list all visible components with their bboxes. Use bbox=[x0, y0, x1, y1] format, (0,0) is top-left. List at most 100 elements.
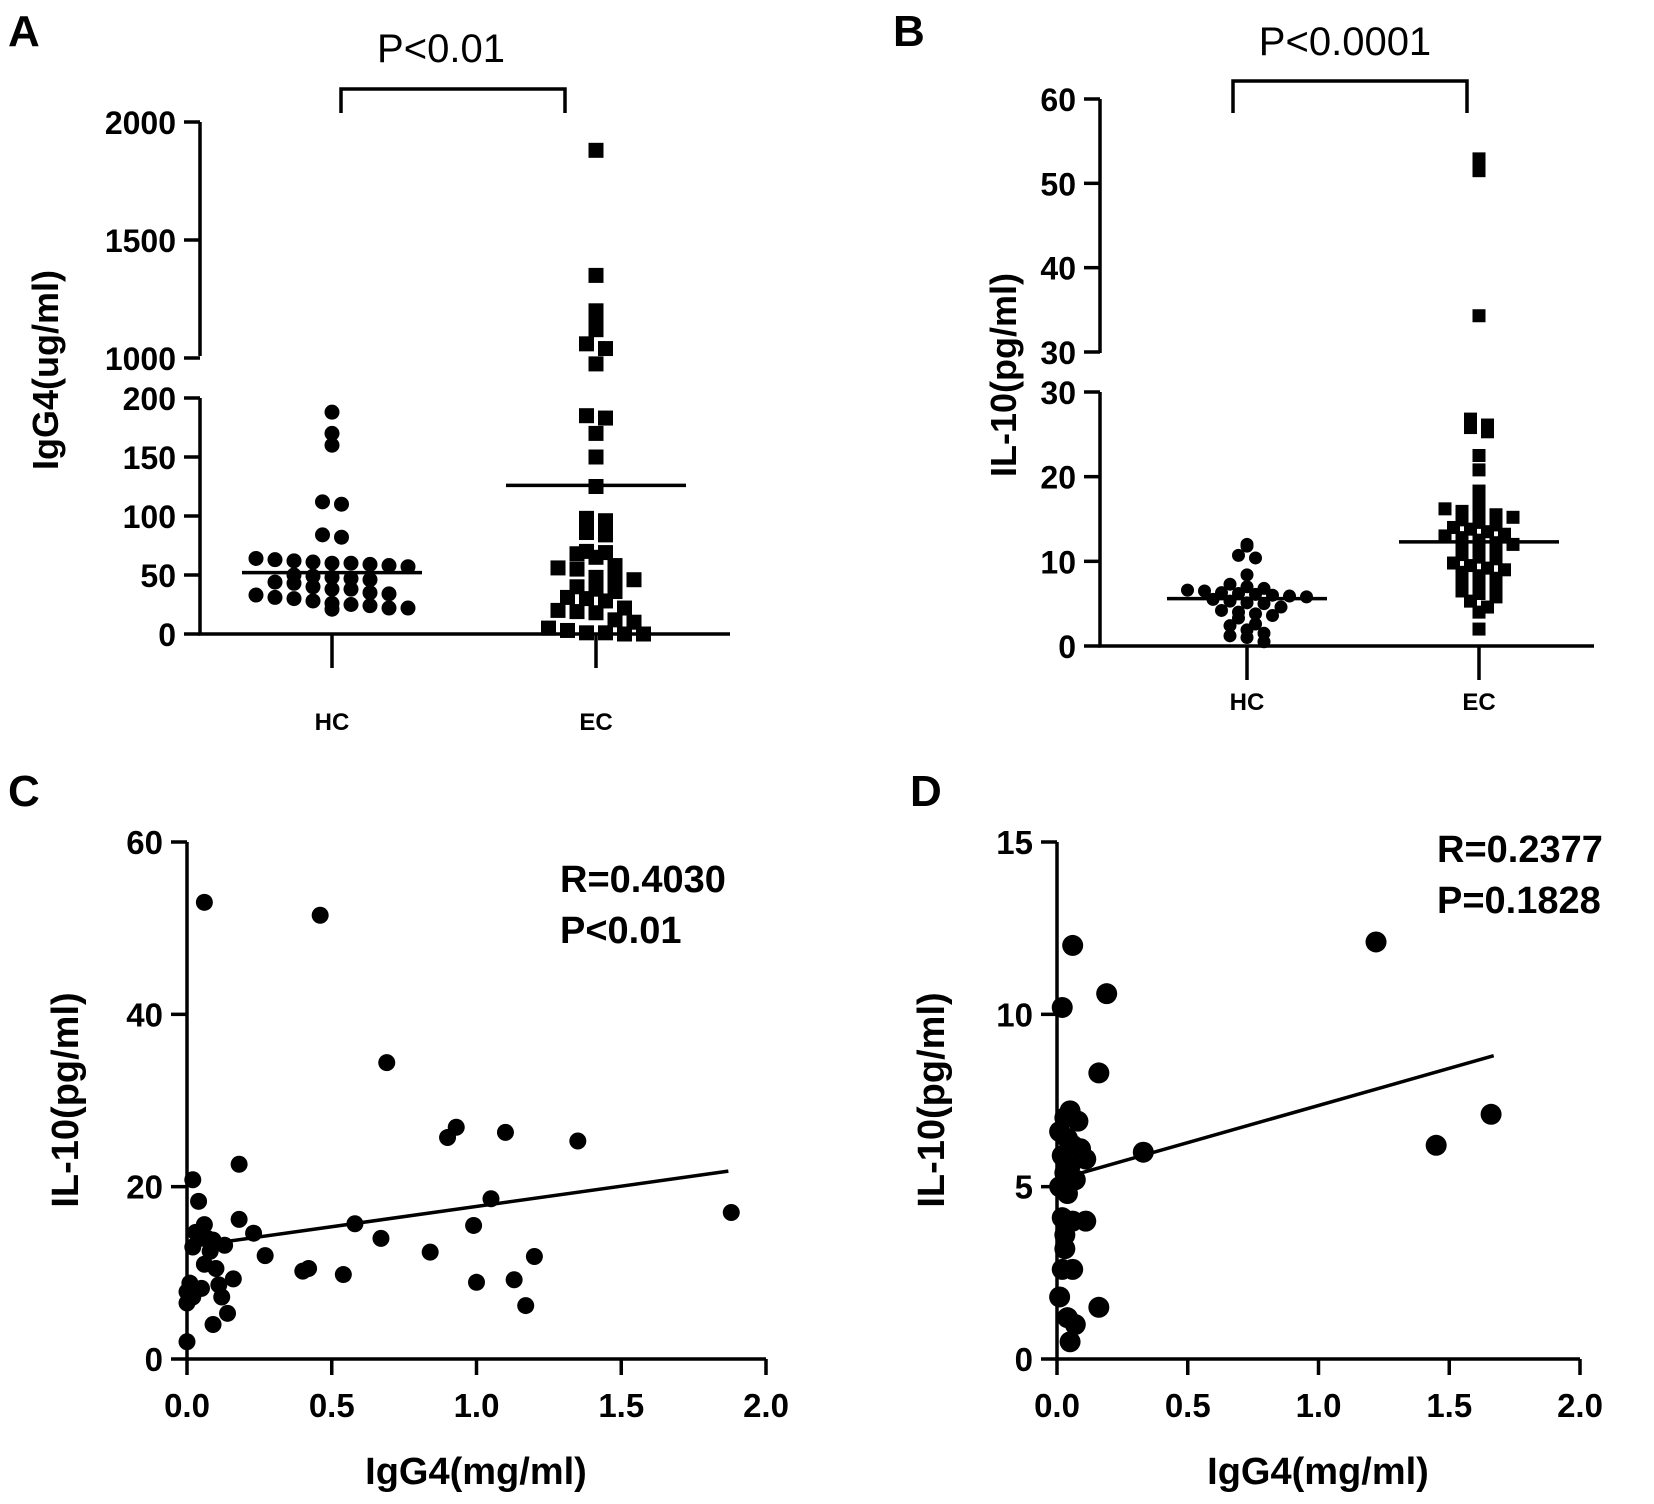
panel-b-y-ticks: 0 10 20 30 30 40 50 60 bbox=[1040, 82, 1100, 665]
point-ec-26 bbox=[626, 572, 642, 588]
y-tick-label-upper-40: 40 bbox=[1040, 251, 1076, 287]
point-ec-38 bbox=[626, 614, 642, 630]
point-ec-7 bbox=[1472, 449, 1486, 462]
point-hc-1 bbox=[324, 425, 340, 441]
point-hc-24 bbox=[324, 581, 340, 597]
point-ec-8 bbox=[579, 408, 594, 424]
point-ec-0 bbox=[588, 142, 604, 158]
point-ec-10 bbox=[588, 425, 604, 441]
point-46 bbox=[178, 1333, 196, 1351]
y-tick-label-150: 150 bbox=[123, 440, 176, 476]
panel-c-x-label: IgG4(mg/ml) bbox=[365, 1451, 587, 1493]
panel-a-y-ticks: 0 50 100 150 200 1000 1500 2000 bbox=[105, 105, 200, 653]
point-ec-33 bbox=[617, 600, 632, 616]
y-tick-label-20: 20 bbox=[1040, 460, 1076, 496]
point-ec-41 bbox=[1455, 574, 1469, 588]
panel-c: C 0.0 0.5 1.0 1.5 2.0 0 20 40 60 IgG4(mg/ml) IL-… bbox=[8, 767, 789, 1493]
point-hc-36 bbox=[400, 600, 416, 616]
point-hc-8 bbox=[267, 552, 283, 568]
point-ec-35 bbox=[569, 604, 585, 620]
point-ec-4 bbox=[588, 322, 604, 338]
point-ec-16 bbox=[598, 527, 613, 543]
panel-b-y-label: IL-10(pg/ml) bbox=[983, 273, 1024, 477]
y-tick-label-0: 0 bbox=[1015, 1341, 1033, 1378]
point-hc-10 bbox=[305, 554, 321, 570]
y-tick-label-100: 100 bbox=[123, 499, 176, 535]
fit-line bbox=[186, 1169, 729, 1249]
point-ec-14 bbox=[598, 513, 613, 529]
y-tick-label-upper-2000: 2000 bbox=[105, 105, 176, 141]
panel-b-category-ec: EC bbox=[1462, 689, 1495, 716]
point-ec-9 bbox=[1472, 484, 1486, 498]
point-38 bbox=[468, 1273, 485, 1291]
x-tick-label-1.0: 1.0 bbox=[1296, 1387, 1342, 1424]
point-hc-30 bbox=[1223, 629, 1237, 643]
point-ec-0 bbox=[1472, 152, 1486, 166]
point-ec-7 bbox=[588, 356, 604, 372]
x-tick-label-1.5: 1.5 bbox=[1426, 1387, 1472, 1424]
point-ec-6 bbox=[598, 341, 613, 357]
point-41 bbox=[213, 1288, 231, 1306]
point-hc-14 bbox=[1283, 589, 1296, 603]
point-6 bbox=[569, 1132, 587, 1150]
point-ec-10 bbox=[1472, 495, 1486, 509]
y-tick-label-40: 40 bbox=[126, 996, 163, 1033]
point-ec-6 bbox=[1481, 425, 1494, 439]
point-hc-33 bbox=[343, 597, 359, 612]
fit-line bbox=[1056, 1054, 1495, 1182]
point-hc-34 bbox=[362, 598, 378, 614]
point-hc-11 bbox=[324, 555, 340, 571]
point-23 bbox=[184, 1238, 202, 1256]
point-hc-6 bbox=[334, 529, 349, 545]
point-2 bbox=[378, 1054, 396, 1072]
panel-d: D 0.0 0.5 1.0 1.5 2.0 0 5 10 15 IgG4(mg/ml) IL-1… bbox=[910, 767, 1603, 1493]
point-ec-24 bbox=[588, 569, 604, 585]
point-44 bbox=[517, 1297, 535, 1315]
panel-a-category-hc: HC bbox=[315, 709, 350, 736]
point-hc-9 bbox=[1198, 584, 1211, 598]
point-1 bbox=[311, 906, 329, 924]
y-tick-label-upper-1000: 1000 bbox=[105, 341, 176, 377]
x-tick-label-2.0: 2.0 bbox=[1557, 1387, 1603, 1424]
y-tick-label-upper-30: 30 bbox=[1040, 335, 1076, 371]
point-hc-29 bbox=[267, 589, 283, 605]
point-ec-47 bbox=[1464, 594, 1477, 608]
point-ec-23 bbox=[1438, 529, 1452, 543]
panel-b-letter: B bbox=[893, 7, 925, 56]
panel-c-ticks: 0.0 0.5 1.0 1.5 2.0 0 20 40 60 bbox=[126, 824, 789, 1424]
point-hc-8 bbox=[1181, 583, 1194, 597]
x-tick-label-1.0: 1.0 bbox=[454, 1387, 500, 1424]
point-31 bbox=[294, 1262, 312, 1280]
point-hc-19 bbox=[1257, 597, 1271, 611]
point-hc-28 bbox=[248, 587, 264, 603]
y-tick-label-10: 10 bbox=[1040, 544, 1076, 580]
point-ec-34 bbox=[550, 602, 566, 618]
panel-a-letter: A bbox=[8, 7, 40, 56]
y-tick-label-200: 200 bbox=[123, 381, 176, 417]
point-hc-3 bbox=[315, 494, 330, 510]
point-hc-25 bbox=[1232, 611, 1245, 625]
point-ec-21 bbox=[607, 558, 623, 574]
point-hc-19 bbox=[343, 571, 359, 587]
point-9 bbox=[190, 1192, 208, 1210]
x-tick-label-0.0: 0.0 bbox=[164, 1387, 210, 1424]
panel-a-points bbox=[242, 142, 686, 642]
point-14 bbox=[465, 1216, 483, 1234]
panel-b-category-hc: HC bbox=[1230, 689, 1265, 716]
point-ec-19 bbox=[569, 546, 585, 562]
point-hc-2 bbox=[1232, 548, 1245, 562]
point-ec-5 bbox=[579, 336, 594, 352]
x-tick-label-0.0: 0.0 bbox=[1034, 1387, 1080, 1424]
point-hc-37 bbox=[324, 601, 340, 617]
point-21 bbox=[245, 1224, 263, 1242]
point-ec-44 bbox=[1455, 584, 1469, 598]
point-7 bbox=[184, 1171, 202, 1189]
point-ec-5 bbox=[1464, 421, 1477, 435]
point-ec-3 bbox=[588, 308, 604, 324]
point-hc-25 bbox=[343, 581, 359, 597]
point-hc-5 bbox=[1223, 577, 1237, 591]
point-6 bbox=[1425, 1134, 1447, 1156]
point-ec-30 bbox=[560, 589, 575, 605]
point-3 bbox=[1051, 996, 1073, 1018]
